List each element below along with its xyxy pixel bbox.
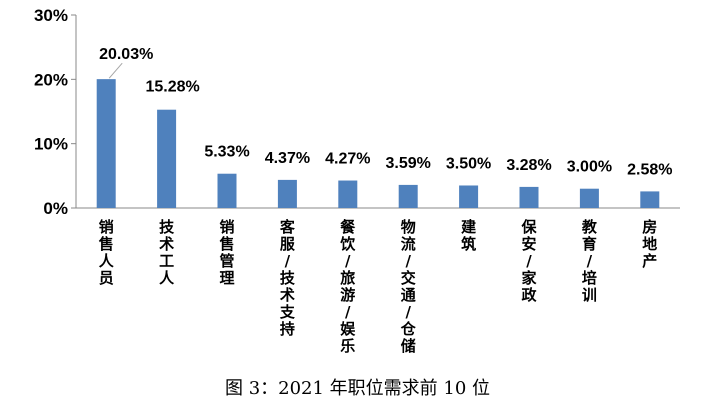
bar (277, 179, 297, 208)
bar (579, 188, 599, 208)
data-label: 20.03% (99, 46, 153, 63)
category-label: 餐饮/旅游/娱乐 (339, 218, 356, 355)
bar (459, 185, 479, 208)
bar (96, 79, 116, 208)
category-label: 客服/技术支持 (279, 218, 296, 338)
y-tick-label: 20% (34, 70, 68, 89)
bar (640, 191, 660, 208)
data-label: 15.28% (145, 79, 199, 96)
data-label: 4.37% (265, 150, 310, 167)
category-label: 房地产 (642, 218, 657, 270)
data-label: 3.59% (386, 155, 431, 172)
bar (338, 180, 358, 208)
y-tick-label: 10% (34, 135, 68, 154)
y-tick-label: 30% (34, 6, 68, 25)
y-tick-label: 0% (43, 199, 68, 218)
data-label-leader (108, 62, 123, 79)
category-label: 物流/交通/仓储 (400, 218, 417, 355)
data-label: 5.33% (204, 144, 249, 161)
bar (398, 184, 418, 208)
bar (157, 109, 177, 208)
category-label: 销售管理 (219, 218, 234, 287)
data-label: 3.50% (446, 155, 491, 172)
data-label: 3.00% (567, 159, 612, 176)
data-label: 4.27% (325, 151, 370, 168)
data-label: 3.28% (506, 157, 551, 174)
data-label: 2.58% (627, 161, 672, 178)
category-label: 销售人员 (99, 218, 115, 287)
category-label: 教育/培训 (581, 218, 598, 304)
figure-caption: 图 3：2021 年职位需求前 10 位 (224, 378, 491, 399)
category-label: 建筑 (460, 218, 477, 253)
category-label: 保安/家政 (520, 218, 537, 304)
bar (217, 173, 237, 208)
category-label: 技术工人 (159, 218, 175, 287)
bar (519, 186, 539, 208)
